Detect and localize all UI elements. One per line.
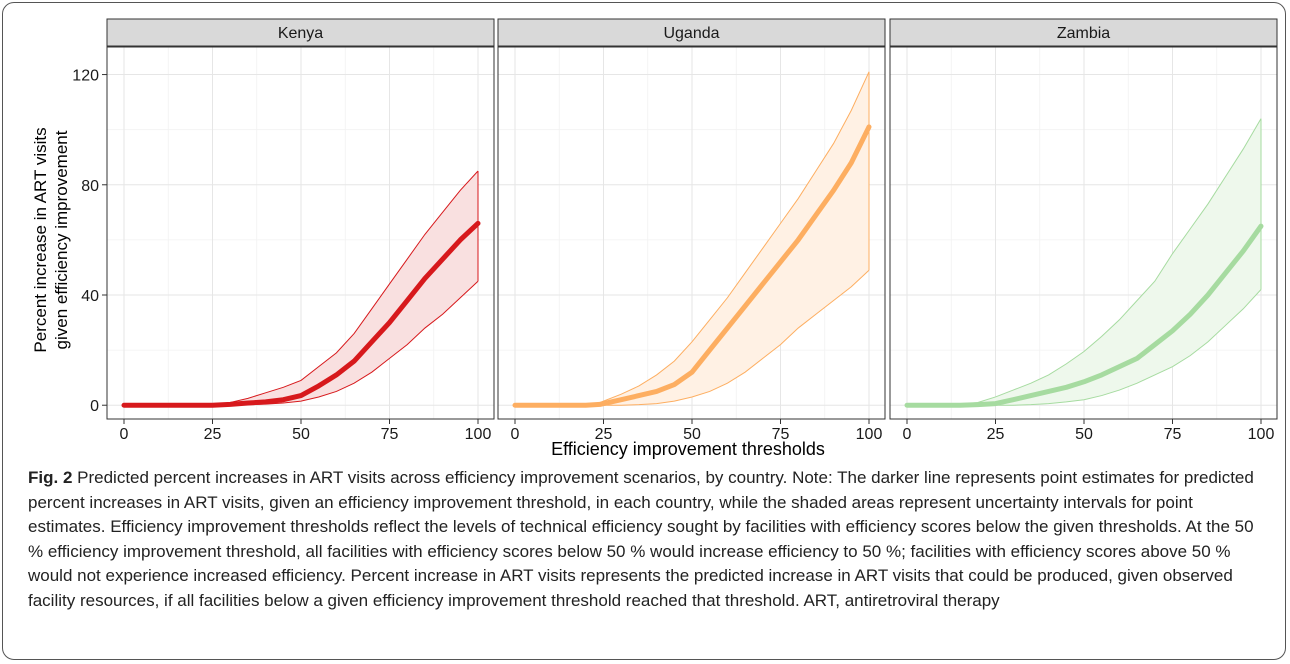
x-tick-label: 100 <box>856 426 883 443</box>
x-tick-label: 25 <box>595 426 613 443</box>
y-axis-title-group: Percent increase in ART visits given eff… <box>31 127 71 352</box>
panel-uganda: Uganda 0 25 50 75 100 <box>497 18 886 443</box>
caption-label: Fig. 2 <box>28 468 73 487</box>
x-tick-label: 75 <box>1164 426 1182 443</box>
x-tick-label: 50 <box>292 426 310 443</box>
y-axis-title-line2: given efficiency improvement <box>52 130 71 349</box>
x-tick-label: 25 <box>987 426 1005 443</box>
x-tick-label: 0 <box>120 426 129 443</box>
y-axis-title-line1: Percent increase in ART visits <box>31 127 50 352</box>
x-tick-label: 100 <box>465 426 492 443</box>
caption-text: Predicted percent increases in ART visit… <box>28 468 1254 610</box>
x-tick-label: 50 <box>1075 426 1093 443</box>
x-tick-label: 50 <box>683 426 701 443</box>
y-tick-label: 80 <box>81 178 99 195</box>
uncertainty-band-kenya <box>124 171 478 406</box>
x-tick-label: 75 <box>381 426 399 443</box>
uncertainty-band-uganda <box>515 71 869 406</box>
strip-label-kenya: Kenya <box>278 25 323 42</box>
point-estimate-line-zambia <box>904 223 1264 408</box>
strip-zambia <box>889 18 1278 47</box>
strip-kenya <box>106 18 495 47</box>
x-tick-label: 75 <box>772 426 790 443</box>
strip-label-zambia: Zambia <box>1057 25 1110 42</box>
x-tick-label: 25 <box>204 426 222 443</box>
figure-caption: Fig. 2 Predicted percent increases in AR… <box>28 466 1268 613</box>
y-tick-label: 0 <box>90 398 99 415</box>
y-tick-label: 120 <box>72 68 99 85</box>
x-tick-label: 0 <box>903 426 912 443</box>
x-axis-title: Efficiency improvement thresholds <box>551 439 825 459</box>
x-tick-label: 0 <box>511 426 520 443</box>
strip-label-uganda: Uganda <box>663 25 719 42</box>
point-estimate-line-kenya <box>121 220 481 408</box>
panel-kenya: Kenya 0 25 50 75 100 0 40 80 120 <box>72 18 495 443</box>
x-tick-label: 100 <box>1248 426 1275 443</box>
y-tick-label: 40 <box>81 288 99 305</box>
point-estimate-line-uganda <box>512 124 872 408</box>
strip-uganda <box>497 18 886 47</box>
panel-zambia: Zambia 0 25 50 75 100 <box>889 18 1278 443</box>
upper-bound-line-zambia <box>907 118 1262 406</box>
